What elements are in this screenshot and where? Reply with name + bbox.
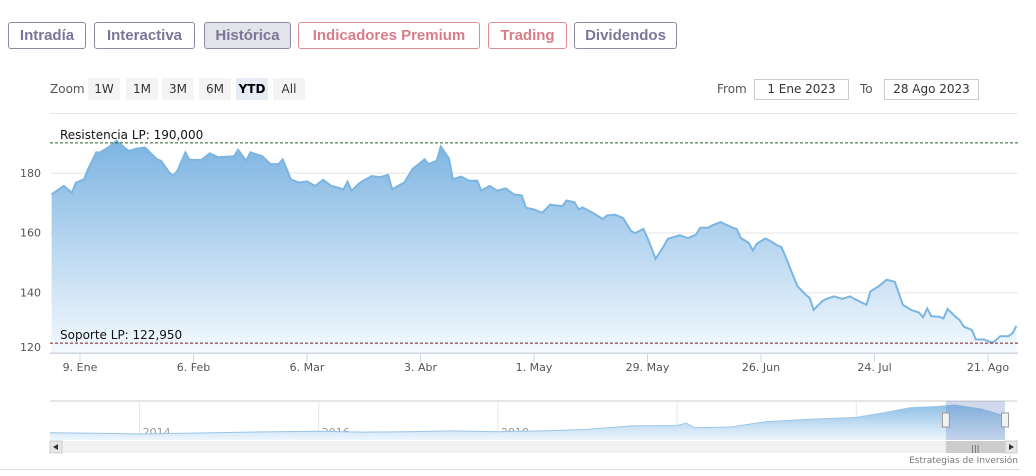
y-tick-label: 140: [20, 286, 41, 299]
to-label: To: [860, 82, 873, 96]
navigator-area: [50, 405, 1005, 440]
price-line: [51, 139, 1018, 344]
from-label: From: [717, 82, 747, 96]
x-tick-label: 6. Mar: [290, 361, 325, 374]
scrollbar-thumb[interactable]: [945, 441, 1005, 453]
tab-intrad-a[interactable]: Intradía: [8, 22, 86, 49]
zoom-1m-button[interactable]: 1M: [126, 78, 158, 100]
y-tick-label: 120: [20, 341, 41, 354]
y-tick-label: 180: [20, 167, 41, 180]
x-tick-label: 24. Jul: [857, 361, 891, 374]
tab-hist-rica[interactable]: Histórica: [204, 22, 291, 49]
zoom-all-button[interactable]: All: [273, 78, 305, 100]
zoom-ytd-button[interactable]: YTD: [236, 78, 268, 100]
arrow-left-icon: [53, 444, 58, 450]
navigator-selection: [945, 401, 1005, 440]
tab-dividendos[interactable]: Dividendos: [574, 22, 677, 49]
tab-interactiva[interactable]: Interactiva: [94, 22, 195, 49]
zoom-1w-button[interactable]: 1W: [88, 78, 120, 100]
zoom-label: Zoom: [50, 82, 85, 96]
support-label: Soporte LP: 122,950: [60, 328, 182, 342]
zoom-3m-button[interactable]: 3M: [162, 78, 194, 100]
x-tick-label: 29. May: [626, 361, 670, 374]
navigator-handle-left[interactable]: [941, 412, 950, 428]
scrollbar-grip-icon: |||: [971, 444, 979, 453]
x-tick-label: 6. Feb: [177, 361, 210, 374]
from-date-input[interactable]: 1 Ene 2023: [754, 79, 849, 100]
x-tick-label: 21. Ago: [967, 361, 1009, 374]
price-area-fill: [51, 140, 1017, 352]
x-tick-label: 9. Ene: [63, 361, 98, 374]
arrow-right-icon: [1009, 444, 1014, 450]
zoom-6m-button[interactable]: 6M: [199, 78, 231, 100]
x-tick-label: 3. Abr: [404, 361, 437, 374]
to-date-input[interactable]: 28 Ago 2023: [884, 79, 979, 100]
y-tick-label: 160: [20, 227, 41, 240]
tab-indicadores-premium[interactable]: Indicadores Premium: [298, 22, 480, 49]
x-tick-label: 26. Jun: [742, 361, 780, 374]
tab-trading[interactable]: Trading: [488, 22, 567, 49]
credits-link[interactable]: Estrategias de Inversión: [909, 456, 1018, 466]
x-tick-label: 1. May: [516, 361, 553, 374]
navigator-handle-right[interactable]: [1001, 412, 1009, 428]
scrollbar-track[interactable]: [50, 441, 1017, 453]
resistance-label: Resistencia LP: 190,000: [60, 128, 203, 142]
navigator-line: [49, 404, 1006, 435]
